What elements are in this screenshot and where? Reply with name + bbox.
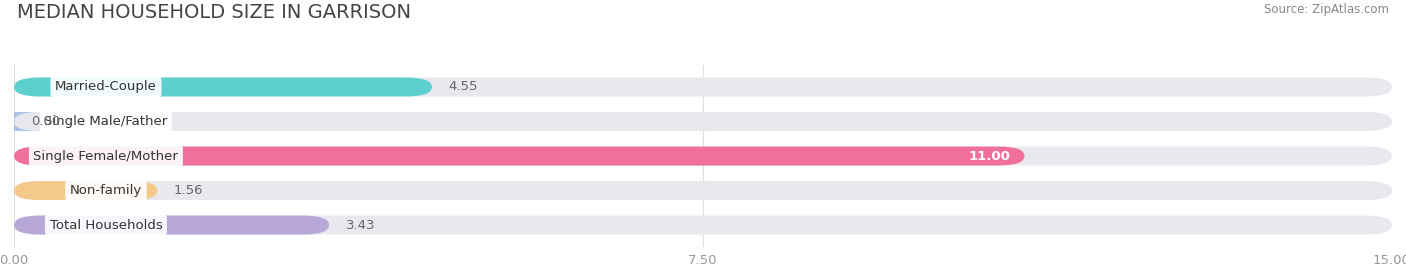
FancyBboxPatch shape <box>14 215 1392 235</box>
Text: Married-Couple: Married-Couple <box>55 80 157 94</box>
FancyBboxPatch shape <box>14 181 157 200</box>
FancyBboxPatch shape <box>14 215 329 235</box>
Text: 0.00: 0.00 <box>31 115 60 128</box>
FancyBboxPatch shape <box>14 181 1392 200</box>
FancyBboxPatch shape <box>14 112 1392 131</box>
Text: 11.00: 11.00 <box>969 150 1011 162</box>
FancyBboxPatch shape <box>14 77 1392 97</box>
Text: Single Male/Father: Single Male/Father <box>45 115 167 128</box>
FancyBboxPatch shape <box>14 147 1025 165</box>
Text: Non-family: Non-family <box>70 184 142 197</box>
Text: Total Households: Total Households <box>49 218 162 232</box>
Text: 1.56: 1.56 <box>174 184 204 197</box>
Text: MEDIAN HOUSEHOLD SIZE IN GARRISON: MEDIAN HOUSEHOLD SIZE IN GARRISON <box>17 3 411 22</box>
FancyBboxPatch shape <box>0 112 39 131</box>
Text: 4.55: 4.55 <box>449 80 478 94</box>
Text: 3.43: 3.43 <box>346 218 375 232</box>
FancyBboxPatch shape <box>14 77 432 97</box>
FancyBboxPatch shape <box>14 147 1392 165</box>
Text: Source: ZipAtlas.com: Source: ZipAtlas.com <box>1264 3 1389 16</box>
Text: Single Female/Mother: Single Female/Mother <box>34 150 179 162</box>
